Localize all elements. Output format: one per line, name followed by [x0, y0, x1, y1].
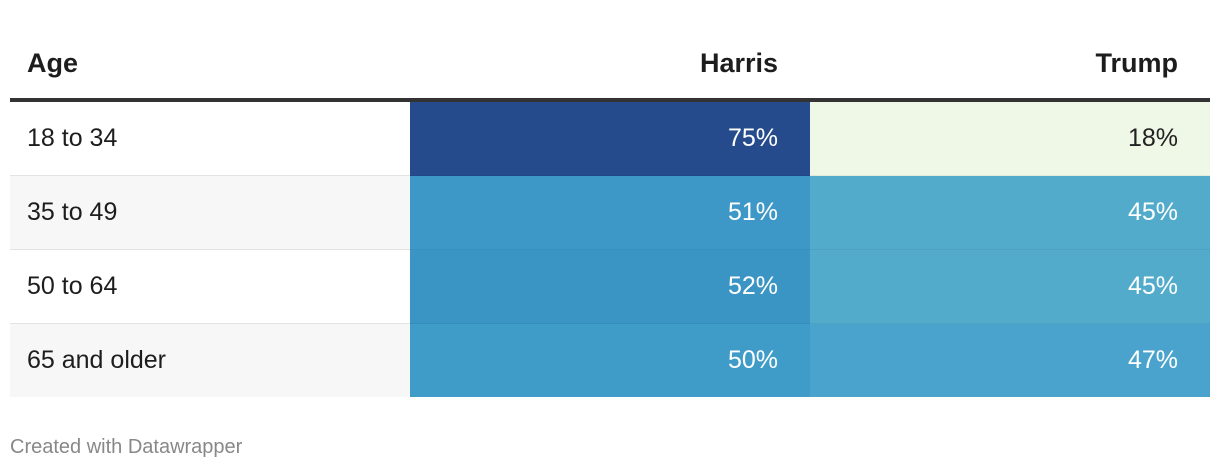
value-cell: 50% [410, 323, 810, 397]
header-cell: Trump [810, 28, 1210, 102]
row-label: 18 to 34 [10, 100, 410, 176]
value-cell: 45% [810, 175, 1210, 250]
row-label: 65 and older [10, 323, 410, 397]
credit: Created with Datawrapper [10, 436, 243, 458]
header-cell: Age [10, 28, 410, 102]
table-row: 35 to 49 51% 45% [10, 175, 1210, 250]
row-label: 50 to 64 [10, 249, 410, 324]
header-cell: Harris [410, 28, 810, 102]
value-cell: 51% [410, 175, 810, 250]
value-cell: 18% [810, 100, 1210, 176]
value-cell: 75% [410, 100, 810, 176]
table-row: 50 to 64 52% 45% [10, 249, 1210, 324]
value-cell: 45% [810, 249, 1210, 324]
table-row: 18 to 34 75% 18% [10, 100, 1210, 176]
value-cell: 47% [810, 323, 1210, 397]
table-body: 18 to 34 75% 18% 35 to 49 51% 45% 50 to 64 52% 4… [10, 100, 1210, 397]
value-cell: 52% [410, 249, 810, 324]
header-row: Age Harris Trump [10, 28, 1210, 102]
table: Age Harris Trump 18 to 34 75% 18% 35 to 49 5… [10, 28, 1210, 397]
table-row: 65 and older 50% 47% [10, 323, 1210, 397]
row-label: 35 to 49 [10, 175, 410, 250]
